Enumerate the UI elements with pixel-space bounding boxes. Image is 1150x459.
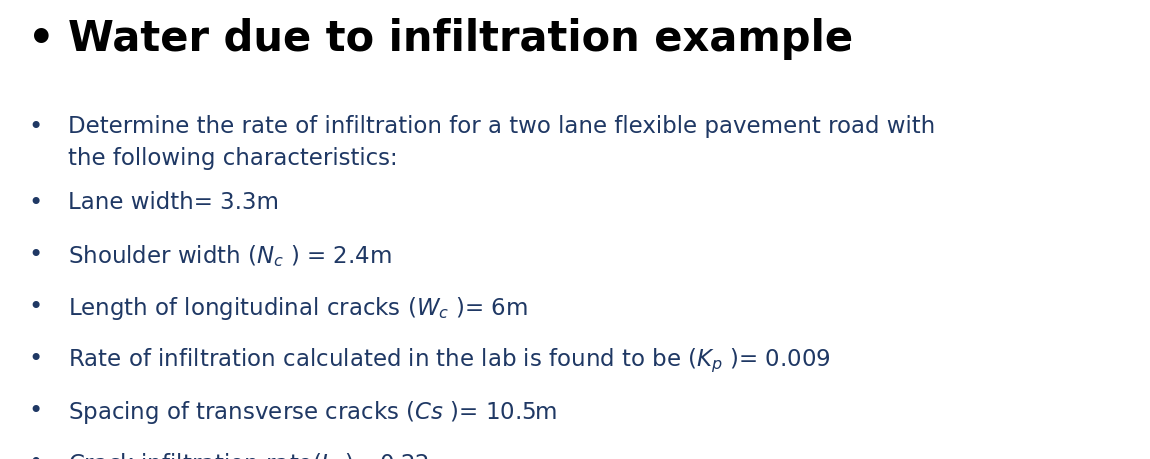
Text: Rate of infiltration calculated in the lab is found to be ($K_{p}$ )= 0.009: Rate of infiltration calculated in the l… <box>68 347 830 375</box>
Text: Crack infiltration rate($\mathit{I}_{c}$ )= 0.22: Crack infiltration rate($\mathit{I}_{c}$… <box>68 451 429 459</box>
Text: •: • <box>28 115 43 139</box>
Text: •: • <box>28 243 43 267</box>
Text: Determine the rate of infiltration for a two lane flexible pavement road with
th: Determine the rate of infiltration for a… <box>68 115 935 170</box>
Text: •: • <box>28 347 43 371</box>
Text: Length of longitudinal cracks ($\mathit{W}_{c}$ )= 6m: Length of longitudinal cracks ($\mathit{… <box>68 295 528 322</box>
Text: •: • <box>28 399 43 423</box>
Text: •: • <box>28 191 43 215</box>
Text: Shoulder width ($\mathit{N}_{c}$ ) = 2.4m: Shoulder width ($\mathit{N}_{c}$ ) = 2.4… <box>68 243 392 269</box>
Text: Water due to infiltration example: Water due to infiltration example <box>68 18 853 60</box>
Text: Lane width= 3.3m: Lane width= 3.3m <box>68 191 279 214</box>
Text: •: • <box>28 451 43 459</box>
Text: •: • <box>28 295 43 319</box>
Text: •: • <box>28 18 55 60</box>
Text: Spacing of transverse cracks ($\mathit{Cs}$ )= 10.5m: Spacing of transverse cracks ($\mathit{C… <box>68 399 558 426</box>
